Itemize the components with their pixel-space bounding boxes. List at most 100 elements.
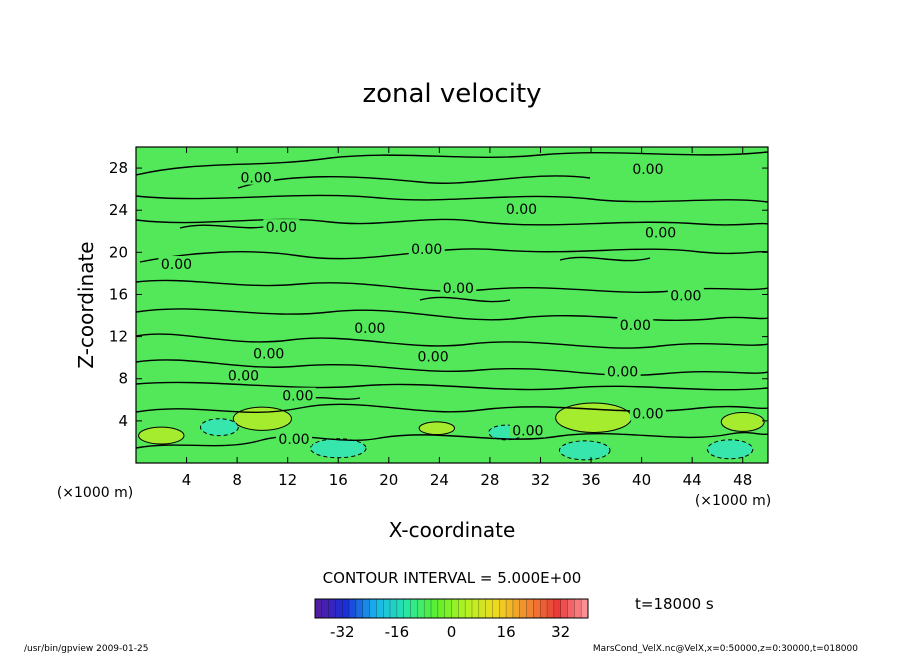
contour-label-bg	[604, 363, 641, 379]
negative-region	[706, 439, 754, 460]
x-tick-label: 32	[531, 471, 550, 489]
y-axis-ticks: 4 8 12 16 20 24 28	[109, 159, 768, 430]
contour-label: 0.00	[607, 364, 638, 380]
colorbar-cell	[410, 599, 418, 618]
contour-label: 0.00	[278, 432, 309, 448]
x-tick-label: 40	[632, 471, 651, 489]
x-tick-label: 48	[733, 471, 752, 489]
contour-label: 0.00	[417, 350, 448, 366]
contour-label: 0.00	[512, 423, 543, 439]
positive-region	[138, 426, 185, 445]
contour-label: 0.00	[443, 281, 474, 297]
colorbar-cell	[403, 599, 411, 618]
contour-label-bg	[667, 287, 704, 303]
colorbar-tick-label: 0	[447, 623, 457, 641]
x-tick-label: 44	[683, 471, 702, 489]
contour-label-bg	[225, 367, 262, 383]
plot-frame	[135, 146, 769, 464]
negative-region	[309, 438, 367, 459]
contour-label-bg	[415, 348, 452, 364]
footer-left: /usr/bin/gpview 2009-01-25	[24, 644, 148, 654]
colorbar-cell	[567, 599, 575, 618]
contour-label-bg	[158, 255, 195, 271]
x-tick-label: 8	[232, 471, 242, 489]
field-background	[136, 147, 768, 463]
contour-label-bg	[629, 405, 666, 421]
x-tick-label: 16	[329, 471, 348, 489]
colorbar-cell	[485, 599, 493, 618]
y-tick-label: 24	[109, 201, 128, 219]
colorbar-cell	[526, 599, 534, 618]
colorbar-cell	[506, 599, 514, 618]
colorbar-cell	[376, 599, 384, 618]
contour-label-bg	[408, 241, 445, 257]
y-axis-unit: (×1000 m)	[57, 485, 133, 501]
colorbar-tick-label: -16	[385, 623, 410, 641]
colorbar-frame	[314, 598, 589, 619]
negative-region	[558, 440, 611, 461]
colorbar-cell	[560, 599, 568, 618]
colorbar-cell	[349, 599, 357, 618]
positive-region	[232, 406, 292, 431]
colorbar-cell	[437, 599, 445, 618]
colorbar-cell	[396, 599, 405, 618]
y-tick-label: 28	[109, 159, 128, 177]
contour-label-bg	[509, 422, 546, 438]
positive-region	[720, 411, 765, 432]
y-tick-label: 12	[109, 328, 128, 346]
colorbar-cell	[362, 599, 370, 618]
colorbar-cell	[581, 599, 589, 618]
colorbar-cell	[431, 599, 439, 618]
colorbar-cell	[383, 599, 391, 618]
contour-label-bg	[250, 345, 287, 361]
colorbar-cell	[417, 599, 425, 618]
colorbar-tick-label: -32	[330, 623, 355, 641]
positive-region	[418, 421, 456, 436]
contour-label-bg	[440, 280, 477, 296]
colorbar-cell	[424, 599, 432, 618]
contour-label: 0.00	[282, 389, 313, 405]
contour-label: 0.00	[632, 162, 663, 178]
contour-label: 0.00	[506, 202, 537, 218]
x-tick-label: 24	[430, 471, 449, 489]
colorbar-cell	[458, 599, 466, 618]
contour-label-bg	[263, 219, 300, 235]
negative-region	[199, 418, 239, 437]
time-label: t=18000 s	[635, 595, 714, 613]
colorbar-cell	[533, 599, 541, 618]
colorbar-tick-labels: -32 -16 0 16 32	[330, 623, 570, 641]
colorbar-cell	[321, 599, 329, 618]
colorbar-cell	[335, 599, 343, 618]
y-axis-label: Z-coordinate	[74, 241, 98, 368]
colorbar-tick-label: 32	[551, 623, 570, 641]
x-tick-label: 20	[379, 471, 398, 489]
colorbar-cell	[519, 599, 527, 618]
x-tick-label: 4	[182, 471, 192, 489]
contour-lines	[136, 151, 768, 449]
contour-label-bg	[642, 224, 679, 240]
contour-label: 0.00	[266, 220, 297, 236]
colorbar-cell	[492, 599, 500, 618]
contour-label: 0.00	[411, 242, 442, 258]
contour-label-group: 0.00 0.00 0.00 0.00 0.00 0.00 0.00 0.00 0.00 0.00…	[158, 161, 704, 448]
colorbar-cell	[342, 599, 350, 618]
contour-label-bg	[617, 317, 654, 333]
colorbar-cell	[499, 599, 507, 618]
contour-label: 0.00	[354, 321, 385, 337]
colorbar-cell	[315, 599, 323, 618]
y-tick-label: 8	[118, 370, 128, 388]
colorbar-cell	[478, 599, 486, 618]
contour-label-bg	[276, 430, 312, 446]
contour-label: 0.00	[645, 225, 676, 241]
x-tick-label: 36	[581, 471, 600, 489]
x-tick-label: 28	[480, 471, 499, 489]
contour-label-bg	[279, 387, 316, 403]
colorbar-cell	[471, 599, 480, 618]
contour-label: 0.00	[620, 318, 651, 334]
contour-label: 0.00	[161, 257, 192, 273]
colorbar	[314, 598, 589, 619]
colorbar-cell	[355, 599, 364, 618]
x-axis-ticks: 4 8 12 16 20 24 28 32 36 40 44 48	[182, 147, 752, 489]
contour-interval-label: CONTOUR INTERVAL = 5.000E+00	[323, 569, 582, 587]
